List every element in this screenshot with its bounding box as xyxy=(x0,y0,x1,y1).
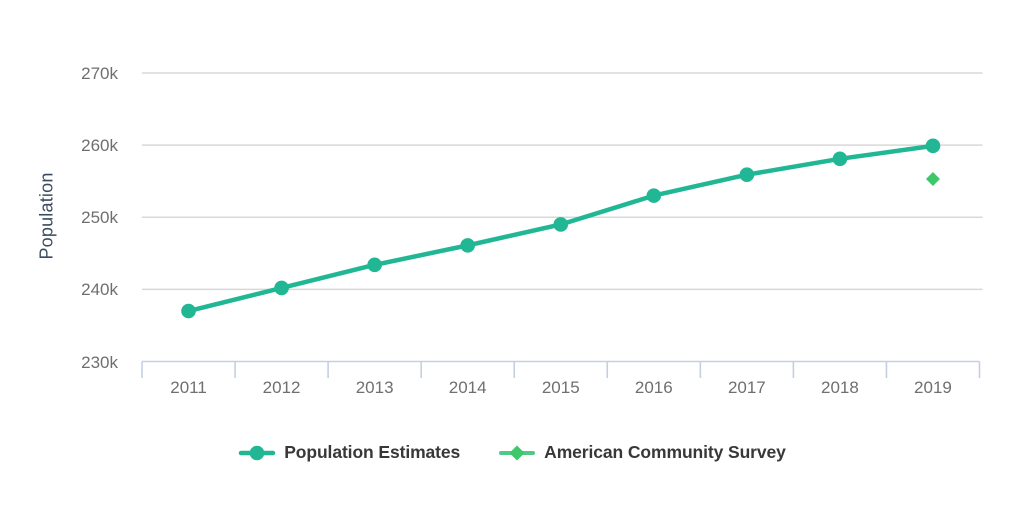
data-point-marker[interactable] xyxy=(181,303,196,319)
line-circle-marker-icon xyxy=(238,445,276,460)
data-point-marker[interactable] xyxy=(925,138,941,154)
x-tick-label: 2014 xyxy=(448,378,487,397)
legend: Population Estimates American Community … xyxy=(0,442,1024,463)
data-point-marker[interactable] xyxy=(832,151,848,167)
y-tick-label: 260k xyxy=(81,136,118,156)
x-tick-label: 2013 xyxy=(355,378,394,397)
data-point-marker[interactable] xyxy=(460,238,475,253)
data-point-marker[interactable] xyxy=(739,167,755,182)
x-tick-label: 2018 xyxy=(820,378,859,397)
data-point-marker[interactable] xyxy=(367,257,382,273)
y-tick-label: 240k xyxy=(81,280,118,300)
data-point-marker[interactable] xyxy=(274,280,289,296)
legend-item-population-estimates[interactable]: Population Estimates xyxy=(238,442,460,463)
acs-diamond-marker[interactable] xyxy=(925,172,940,187)
x-tick-label: 2015 xyxy=(541,378,580,397)
y-tick-label: 230k xyxy=(81,352,118,372)
data-point-marker[interactable] xyxy=(646,188,662,203)
y-tick-label: 270k xyxy=(81,64,118,83)
y-tick-label: 250k xyxy=(81,208,118,228)
legend-item-american-community-survey[interactable]: American Community Survey xyxy=(498,442,786,463)
x-tick-label: 2011 xyxy=(170,378,207,397)
legend-label-american-community-survey: American Community Survey xyxy=(544,442,786,462)
x-tick-label: 2016 xyxy=(634,378,673,397)
x-tick-label: 2017 xyxy=(727,378,766,397)
line-diamond-marker-icon xyxy=(499,445,536,460)
x-tick-label: 2019 xyxy=(914,378,952,397)
x-tick-label: 2012 xyxy=(262,378,301,397)
legend-label-population-estimates: Population Estimates xyxy=(284,442,461,462)
data-point-marker[interactable] xyxy=(553,217,569,232)
